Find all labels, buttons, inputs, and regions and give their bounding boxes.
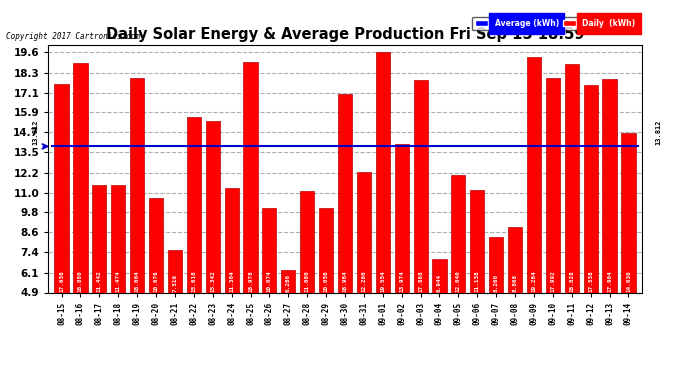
Text: 11.442: 11.442: [97, 270, 102, 292]
Text: 17.868: 17.868: [418, 270, 423, 292]
Bar: [413, 80, 428, 292]
Text: 19.284: 19.284: [531, 270, 537, 292]
Bar: [338, 94, 352, 292]
Bar: [130, 78, 144, 292]
Text: 11.304: 11.304: [229, 270, 234, 292]
Text: 14.630: 14.630: [626, 270, 631, 292]
Bar: [451, 176, 466, 292]
Text: 12.040: 12.040: [456, 270, 461, 292]
Text: 19.554: 19.554: [380, 270, 385, 292]
Text: 6.944: 6.944: [437, 273, 442, 292]
Bar: [92, 185, 106, 292]
Text: 11.474: 11.474: [116, 270, 121, 292]
Text: Copyright 2017 Cartronics.com: Copyright 2017 Cartronics.com: [6, 32, 139, 41]
Text: 13.812: 13.812: [656, 119, 662, 145]
Bar: [319, 208, 333, 292]
Bar: [300, 191, 314, 292]
Text: 17.538: 17.538: [588, 270, 593, 292]
Bar: [508, 228, 522, 292]
Text: 8.260: 8.260: [493, 273, 499, 292]
Text: 11.080: 11.080: [305, 270, 310, 292]
Text: 17.904: 17.904: [607, 270, 612, 292]
Bar: [470, 190, 484, 292]
Text: 17.992: 17.992: [551, 270, 555, 292]
Text: 13.974: 13.974: [400, 270, 404, 292]
Text: 10.676: 10.676: [153, 270, 159, 292]
Text: 12.260: 12.260: [362, 270, 366, 292]
Bar: [55, 84, 68, 292]
Text: 15.342: 15.342: [210, 270, 215, 292]
Legend: Average (kWh), Daily  (kWh): Average (kWh), Daily (kWh): [473, 16, 638, 30]
Bar: [546, 78, 560, 292]
Title: Daily Solar Energy & Average Production Fri Sep 15 18:59: Daily Solar Energy & Average Production …: [106, 27, 584, 42]
Bar: [602, 80, 617, 292]
Bar: [584, 86, 598, 292]
Text: 10.056: 10.056: [324, 270, 328, 292]
Bar: [527, 57, 541, 292]
Bar: [73, 63, 88, 292]
Text: 15.618: 15.618: [191, 270, 197, 292]
Bar: [168, 250, 182, 292]
Bar: [262, 208, 277, 292]
Text: 18.978: 18.978: [248, 270, 253, 292]
Text: 16.984: 16.984: [342, 270, 348, 292]
Bar: [395, 144, 408, 292]
Bar: [111, 185, 126, 292]
Text: 8.868: 8.868: [513, 273, 518, 292]
Text: 7.516: 7.516: [172, 273, 177, 292]
Bar: [489, 237, 503, 292]
Bar: [622, 133, 635, 292]
Bar: [149, 198, 163, 292]
Text: 11.138: 11.138: [475, 270, 480, 292]
Bar: [564, 64, 579, 292]
Text: 18.004: 18.004: [135, 270, 139, 292]
Bar: [376, 52, 390, 292]
Bar: [357, 172, 371, 292]
Bar: [282, 270, 295, 292]
Bar: [206, 122, 220, 292]
Text: 10.074: 10.074: [267, 270, 272, 292]
Text: 18.880: 18.880: [78, 270, 83, 292]
Bar: [433, 259, 446, 292]
Bar: [244, 62, 257, 292]
Bar: [187, 117, 201, 292]
Text: 6.286: 6.286: [286, 273, 290, 292]
Text: 17.636: 17.636: [59, 270, 64, 292]
Text: 13.812: 13.812: [32, 119, 38, 145]
Text: 18.828: 18.828: [569, 270, 574, 292]
Bar: [224, 188, 239, 292]
